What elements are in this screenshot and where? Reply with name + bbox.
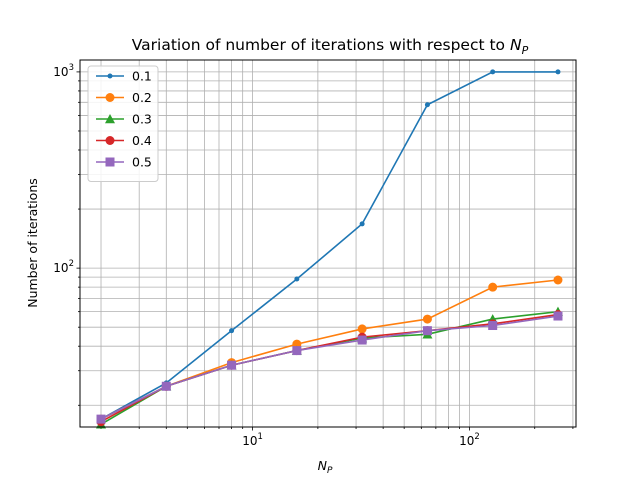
data-point [422,326,432,336]
legend-item-0.4: 0.4 [96,133,152,148]
data-point [107,73,113,79]
data-point [96,414,106,424]
legend-label: 0.2 [132,90,152,105]
data-point [357,335,367,345]
x-axis-label-symbol: N [318,458,328,473]
legend-label: 0.1 [132,69,152,84]
data-point [555,69,561,75]
data-point [422,314,432,324]
data-point [488,321,498,331]
legend: 0.1 0.2 0.3 0.4 0.5 [87,65,159,182]
data-point [488,282,498,292]
y-tick-label: 103 [53,63,74,79]
plot-frame [79,59,577,428]
x-tick-label: 101 [242,432,263,448]
series-line [100,71,558,420]
data-point [105,136,115,145]
legend-box [87,65,159,182]
x-axis-label-subscript: P [327,466,333,476]
x-tick-label: 102 [459,432,480,448]
chart-title-text: Variation of number of iterations with r… [132,36,510,54]
tick-label-base: 10 [53,261,68,275]
series-layer [96,69,563,429]
data-point [105,93,115,102]
legend-item-0.1: 0.1 [96,69,152,84]
data-point [161,381,171,391]
y-axis-label: Number of iterations [25,178,40,308]
tick-label-exponent: 1 [258,432,263,442]
tick-label-exponent: 3 [69,63,74,73]
chart-title-symbol: N [510,36,522,54]
legend-item-0.5: 0.5 [96,155,152,170]
grid [80,60,576,427]
legend-label: 0.4 [132,133,152,148]
data-point [292,346,302,356]
data-point [227,360,237,370]
data-point [490,69,496,75]
tick-label-exponent: 2 [69,259,74,269]
series-line [100,315,559,420]
data-point [105,114,115,124]
data-point [105,157,115,167]
y-tick-label: 102 [53,259,74,275]
tick-label-exponent: 2 [474,432,479,442]
data-point [553,275,563,285]
data-point [294,276,300,282]
data-point [359,221,365,227]
legend-label: 0.3 [132,112,152,127]
data-point [424,102,430,108]
legend-label: 0.5 [132,155,152,170]
tick-label-base: 10 [459,434,474,448]
data-point [229,328,235,334]
x-axis-label: NP [318,458,333,476]
tick-label-base: 10 [242,434,257,448]
data-point [553,311,563,321]
legend-item-0.3: 0.3 [96,112,152,127]
chart-title: Variation of number of iterations with r… [132,36,529,57]
chart-title-subscript: P [522,44,529,57]
series-0.5 [96,311,563,424]
tick-label-base: 10 [53,65,68,79]
legend-item-0.2: 0.2 [96,90,152,105]
data-point [357,324,367,334]
